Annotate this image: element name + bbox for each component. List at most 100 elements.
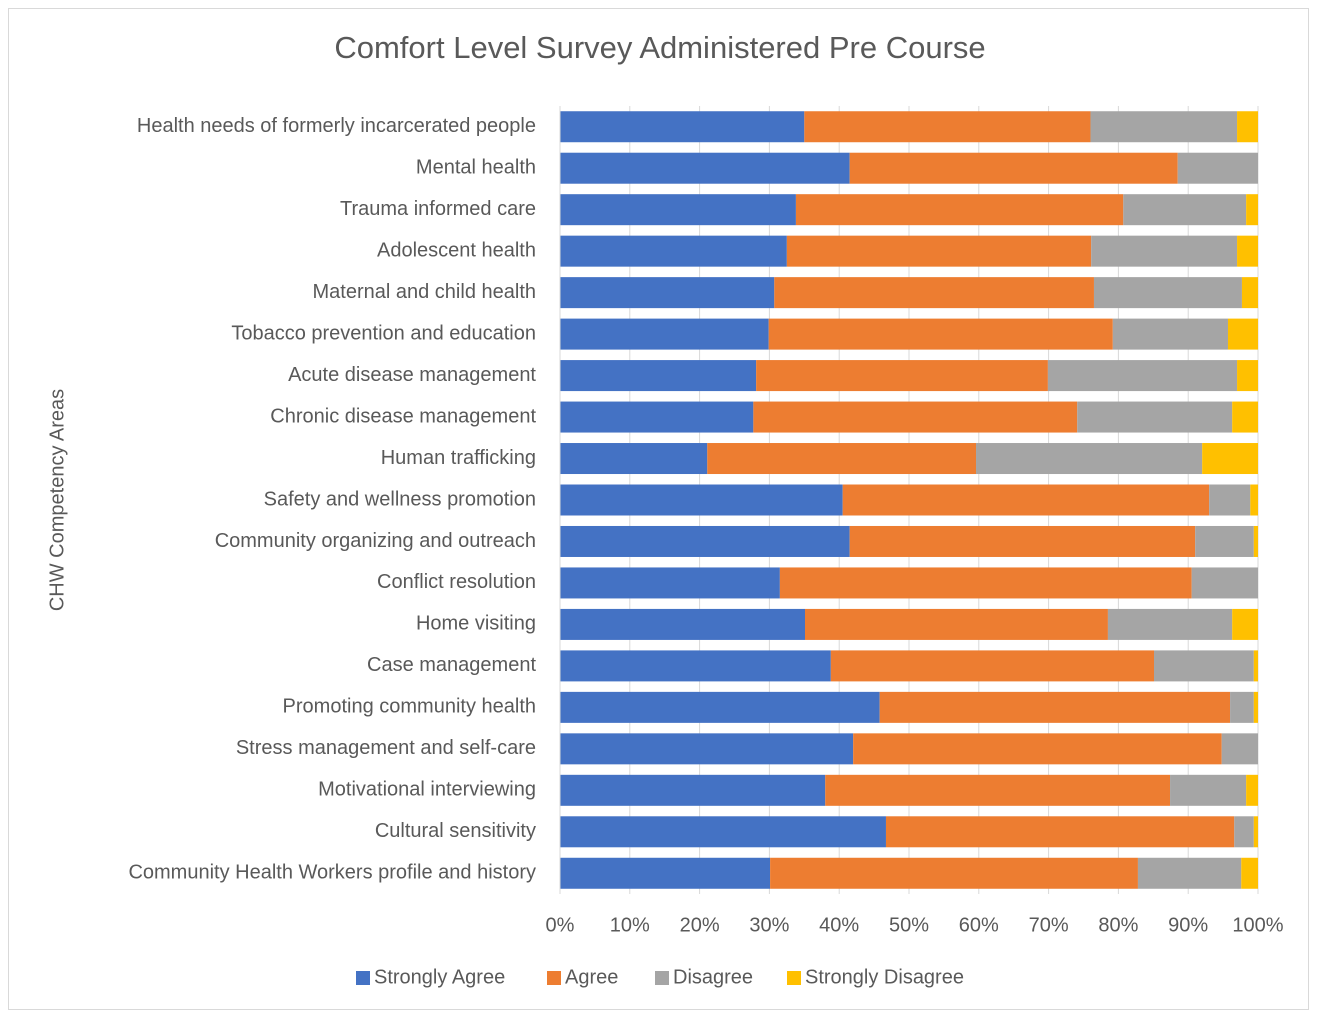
bar-segment xyxy=(560,401,754,433)
y-tick-label: Adolescent health xyxy=(377,239,536,261)
bar-segment xyxy=(1047,360,1238,392)
bar-segment xyxy=(830,650,1154,682)
y-tick-label: Stress management and self-care xyxy=(236,737,536,759)
y-tick-label: Acute disease management xyxy=(288,364,536,386)
y-tick-label: Mental health xyxy=(416,156,536,178)
bar-segment xyxy=(849,152,1178,184)
x-tick-label: 70% xyxy=(1029,914,1069,936)
bar-segment xyxy=(976,443,1203,475)
y-tick-label: Home visiting xyxy=(416,613,536,635)
bar-segment xyxy=(1241,857,1258,889)
bar-segment xyxy=(853,733,1222,765)
bar-segment xyxy=(1170,774,1247,806)
bar-segment xyxy=(560,608,805,640)
y-tick-label: Community Health Workers profile and his… xyxy=(128,862,536,884)
bar-segment xyxy=(560,484,843,516)
bar-segment xyxy=(560,277,775,309)
y-tick-label: Health needs of formerly incarcerated pe… xyxy=(137,115,536,137)
bar-segment xyxy=(1237,360,1258,392)
x-tick-label: 80% xyxy=(1098,914,1138,936)
bar-segment xyxy=(1153,650,1254,682)
bar-segment xyxy=(1253,525,1258,557)
bar-segment xyxy=(774,277,1094,309)
bar-segment xyxy=(849,525,1196,557)
x-tick-label: 10% xyxy=(610,914,650,936)
bar-segment xyxy=(1123,194,1247,226)
bar-segment xyxy=(1237,111,1258,143)
bar-segment xyxy=(1191,567,1258,599)
bar-segment xyxy=(795,194,1124,226)
bar-segment xyxy=(804,608,1108,640)
x-tick-label: 0% xyxy=(546,914,575,936)
x-tick-label: 50% xyxy=(889,914,929,936)
bar-segment xyxy=(1137,857,1242,889)
bar-segment xyxy=(779,567,1192,599)
bar-segment xyxy=(1195,525,1254,557)
y-tick-label: Tobacco prevention and education xyxy=(231,322,536,344)
y-tick-label: Maternal and child health xyxy=(313,281,536,303)
x-tick-label: 60% xyxy=(959,914,999,936)
chart-title: Comfort Level Survey Administered Pre Co… xyxy=(334,30,985,65)
bar-segment xyxy=(1253,816,1258,848)
bar-segment xyxy=(560,111,805,143)
legend-label: Strongly Agree xyxy=(374,966,505,988)
bar-segment xyxy=(560,360,757,392)
bar-segment xyxy=(707,443,977,475)
bar-segment xyxy=(1232,401,1258,433)
bar-segment xyxy=(1230,691,1254,723)
bar-segment xyxy=(560,235,787,267)
bar-segment xyxy=(1246,194,1258,226)
y-tick-label: Safety and wellness promotion xyxy=(264,488,536,510)
bar-segment xyxy=(804,111,1091,143)
y-axis-label: CHW Competency Areas xyxy=(46,389,68,611)
x-tick-label: 90% xyxy=(1168,914,1208,936)
legend-label: Strongly Disagree xyxy=(805,966,964,988)
bar-segment xyxy=(1237,235,1258,267)
bar-segment xyxy=(1093,277,1242,309)
bar-segment xyxy=(786,235,1092,267)
y-tick-label: Human trafficking xyxy=(381,447,536,469)
legend-swatch xyxy=(655,971,669,985)
bar-segment xyxy=(1221,733,1258,765)
bar-segment xyxy=(560,857,771,889)
bar-segment xyxy=(560,733,854,765)
bar-segment xyxy=(560,152,850,184)
bar-segment xyxy=(1090,111,1238,143)
legend-label: Agree xyxy=(565,966,618,988)
y-tick-label: Trauma informed care xyxy=(340,198,536,220)
bar-segment xyxy=(560,194,796,226)
bar-segment xyxy=(842,484,1210,516)
bar-segment xyxy=(1112,318,1228,350)
bar-segment xyxy=(753,401,1078,433)
x-tick-label: 30% xyxy=(749,914,789,936)
bar-segment xyxy=(768,318,1113,350)
bar-segment xyxy=(560,650,831,682)
bar-segment xyxy=(560,816,886,848)
bar-segment xyxy=(1253,650,1258,682)
bar-segment xyxy=(1209,484,1251,516)
bar-segment xyxy=(560,443,708,475)
bar-segment xyxy=(560,525,850,557)
legend-swatch xyxy=(787,971,801,985)
bar-segment xyxy=(560,567,780,599)
bar-segment xyxy=(1077,401,1233,433)
bar-segment xyxy=(879,691,1231,723)
y-tick-label: Community organizing and outreach xyxy=(215,530,536,552)
bar-segment xyxy=(825,774,1171,806)
bar-segment xyxy=(1246,774,1258,806)
bar-segment xyxy=(756,360,1048,392)
bar-segment xyxy=(1253,691,1258,723)
x-tick-label: 20% xyxy=(680,914,720,936)
bar-segment xyxy=(1250,484,1258,516)
bar-segment xyxy=(1232,608,1258,640)
y-tick-label: Chronic disease management xyxy=(270,405,536,427)
bar-segment xyxy=(1241,277,1258,309)
x-tick-label: 100% xyxy=(1232,914,1283,936)
y-tick-label: Case management xyxy=(367,654,536,676)
legend-swatch xyxy=(356,971,370,985)
bar-segment xyxy=(1234,816,1254,848)
bar-segment xyxy=(560,774,826,806)
bar-segment xyxy=(560,691,880,723)
y-tick-label: Promoting community health xyxy=(283,696,536,718)
